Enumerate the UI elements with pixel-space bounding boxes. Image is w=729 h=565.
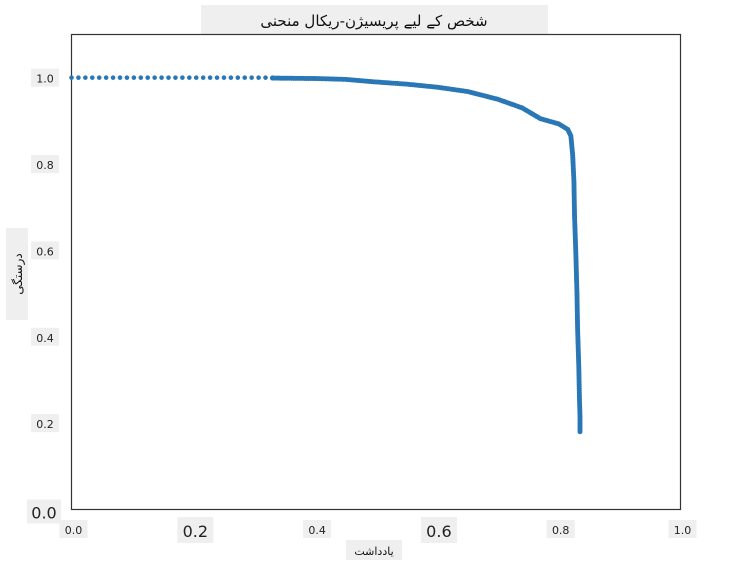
y-tick-label: 1.0 (36, 73, 54, 86)
chart-title: شخص کے لیے پریسیژن-ریکال منحنی (260, 12, 487, 31)
x-tick-label: 0.0 (65, 524, 83, 537)
curve-point (256, 75, 261, 80)
y-tick-bg (31, 68, 59, 87)
curve-point (214, 75, 220, 80)
curve-point (207, 75, 213, 80)
curve-point (193, 75, 199, 80)
x-tick-label: 0.2 (183, 522, 208, 541)
curve-point (76, 75, 81, 80)
x-tick-bg (420, 517, 457, 543)
y-tick-label: 0.6 (36, 245, 54, 258)
curve-point (180, 75, 185, 80)
curve-point (131, 75, 137, 80)
y-tick-label: 0.0 (31, 504, 56, 523)
x-axis-label: یادداشت (354, 545, 393, 558)
y-axis-label: درستگی (11, 253, 26, 294)
plot-area-frame (70, 33, 682, 511)
curve-point (152, 75, 157, 80)
curve-points (69, 75, 583, 435)
title-background (201, 5, 548, 34)
x-tick-bg (303, 520, 332, 538)
curve-point (228, 75, 234, 80)
curve-point (145, 75, 151, 80)
xlabel-background (346, 540, 402, 560)
y-tick-bg (31, 155, 59, 174)
ylabel-background (6, 228, 28, 320)
y-tick-bg (31, 414, 59, 433)
y-tick-label: 0.4 (36, 332, 54, 345)
axis-ticks: 0.0 0.2 0.4 0.6 0.8 1.0 0.0 0.2 0.4 0.6 0.8 1.0 (27, 68, 697, 543)
x-tick-bg (546, 520, 575, 538)
curve-point (138, 75, 144, 80)
curve-point (83, 75, 88, 80)
curve-point (103, 75, 109, 80)
curve-point (110, 75, 116, 80)
x-tick-bg (59, 520, 88, 538)
curve-point (242, 75, 248, 80)
curve-point (173, 75, 178, 80)
curve-point (200, 75, 206, 80)
curve-point (124, 75, 130, 80)
curve-point (159, 75, 164, 80)
curve-point (577, 429, 583, 435)
y-tick-bg (31, 327, 59, 346)
curve-point (221, 75, 227, 80)
curve-point (166, 75, 171, 80)
curve-point (263, 75, 268, 80)
curve-point (89, 75, 95, 80)
x-tick-label: 0.8 (552, 524, 570, 537)
x-tick-label: 0.6 (426, 522, 451, 541)
y-tick-label: 0.2 (36, 418, 54, 431)
curve-point (69, 75, 74, 80)
x-tick-label: 0.4 (308, 524, 326, 537)
curve-point (117, 75, 123, 80)
x-tick-label: 1.0 (674, 524, 692, 537)
y-tick-label: 0.8 (36, 159, 54, 172)
curve-point (235, 75, 241, 80)
curve-point (96, 75, 102, 80)
x-tick-bg (177, 517, 214, 543)
y-tick-bg (31, 241, 59, 260)
y-tick-bg (27, 499, 61, 524)
curve-point (249, 75, 254, 80)
curve-point (187, 75, 192, 80)
x-tick-bg (668, 520, 697, 538)
